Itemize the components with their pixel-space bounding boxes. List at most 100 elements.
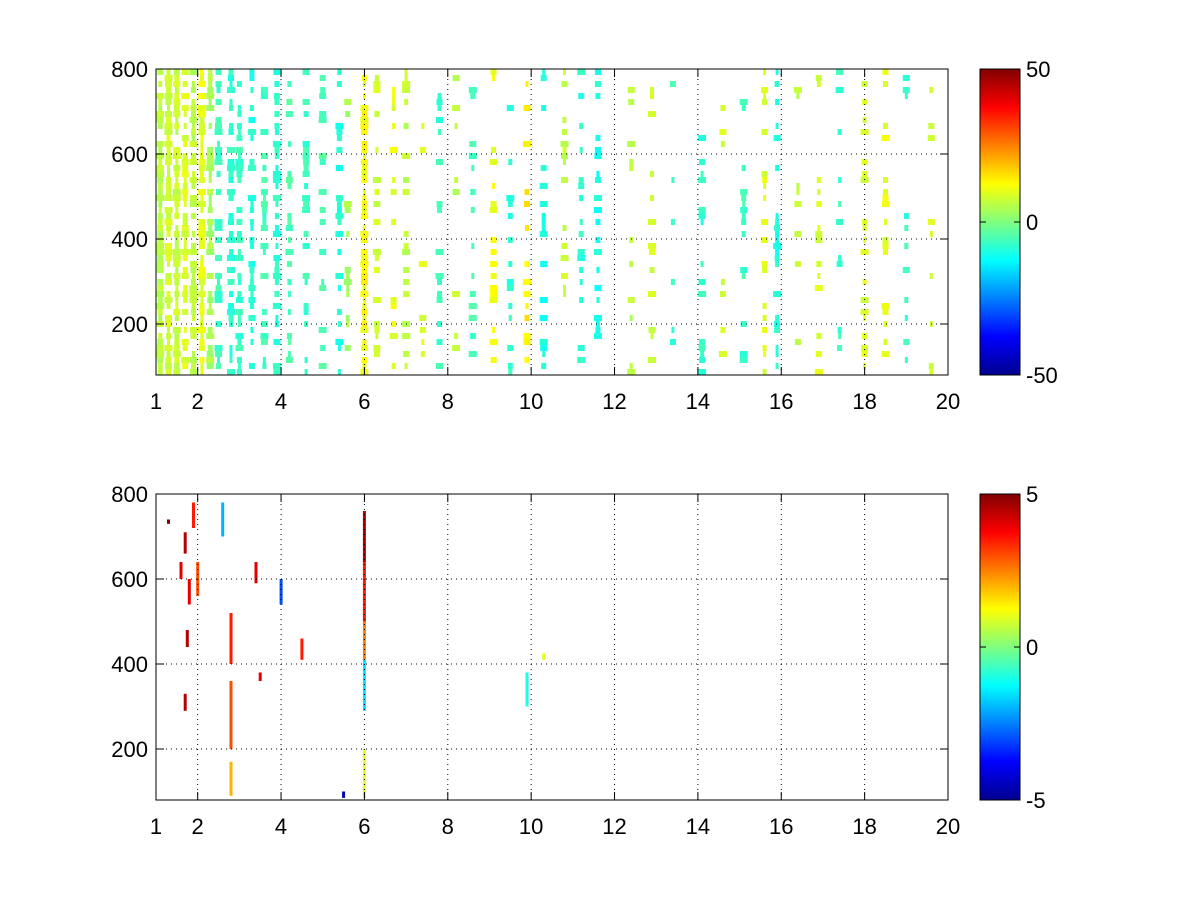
top-heatmap-cell-4-6 bbox=[190, 105, 197, 111]
bottom-heatmap-streak-19 bbox=[362, 621, 366, 660]
top-heatmap-cell-24-1 bbox=[452, 75, 460, 81]
top-heatmap-cell-36-47 bbox=[700, 351, 705, 357]
top-heatmap-cell-2-27 bbox=[173, 231, 180, 237]
top-heatmap-cell-18-36 bbox=[362, 285, 367, 291]
top-heatmap-cell-4-8 bbox=[189, 117, 198, 123]
top-heatmap-cell-40-46 bbox=[775, 345, 779, 351]
top-heatmap-cell-2-6 bbox=[173, 105, 180, 111]
top-heatmap-cell-40-30 bbox=[775, 249, 780, 255]
top-heatmap-cell-12-5 bbox=[274, 99, 280, 105]
top-heatmap-cell-10-38 bbox=[248, 297, 256, 303]
top-heatmap-cell-2-2 bbox=[173, 81, 181, 87]
top-heatmap-cell-35-35 bbox=[670, 279, 675, 285]
top-heatmap-cell-5-8 bbox=[199, 117, 205, 123]
top-heatmap-cell-31-33 bbox=[579, 267, 584, 273]
top-heatmap-cell-0-23 bbox=[158, 207, 162, 213]
top-heatmap-cell-3-25 bbox=[182, 219, 188, 225]
top-heatmap-cell-39-43 bbox=[762, 327, 768, 333]
top-heatmap-cell-26-23 bbox=[489, 207, 498, 213]
top-heatmap-cell-21-18 bbox=[403, 177, 410, 183]
top-heatmap-cell-30-37 bbox=[563, 291, 566, 297]
top-heatmap-cell-21-3 bbox=[402, 87, 411, 93]
top-heatmap-cell-8-47 bbox=[229, 351, 233, 357]
top-heatmap-cell-4-3 bbox=[191, 87, 196, 93]
top-heatmap-cell-38-5 bbox=[739, 99, 748, 105]
top-heatmap-cell-11-18 bbox=[261, 177, 268, 183]
top-heatmap-cell-9-31 bbox=[235, 255, 244, 261]
top-heatmap-cell-5-49 bbox=[200, 363, 204, 369]
bottom-y-tick-label-2: 600 bbox=[111, 567, 148, 592]
top-heatmap-cell-18-34 bbox=[360, 273, 368, 279]
top-heatmap-cell-19-47 bbox=[373, 351, 380, 357]
top-heatmap-cell-6-18 bbox=[208, 177, 212, 183]
top-heatmap-cell-7-35 bbox=[217, 279, 220, 285]
top-heatmap-cell-11-49 bbox=[262, 363, 267, 369]
top-heatmap-cell-4-33 bbox=[190, 267, 197, 273]
top-heatmap-cell-29-22 bbox=[539, 201, 548, 207]
top-heatmap-cell-0-5 bbox=[158, 99, 163, 105]
top-heatmap-cell-26-0 bbox=[490, 69, 497, 75]
top-heatmap-cell-12-34 bbox=[272, 273, 281, 279]
bottom-heatmap-streak-8 bbox=[221, 502, 225, 537]
bottom-x-tick-label-4: 8 bbox=[442, 814, 454, 839]
top-heatmap-cell-1-44 bbox=[166, 333, 171, 339]
top-heatmap-cell-4-43 bbox=[190, 327, 197, 333]
top-heatmap-cell-40-29 bbox=[773, 243, 782, 249]
top-heatmap-cell-11-22 bbox=[260, 201, 268, 207]
top-heatmap-cell-6-40 bbox=[206, 309, 214, 315]
top-heatmap-cell-20-4 bbox=[392, 93, 396, 99]
top-heatmap-cell-47-3 bbox=[929, 87, 934, 93]
top-heatmap-cell-7-42 bbox=[215, 321, 222, 327]
top-heatmap-cell-17-42 bbox=[346, 321, 350, 327]
top-heatmap-cell-9-27 bbox=[236, 231, 242, 237]
top-heatmap-cell-35-18 bbox=[671, 177, 675, 183]
top-heatmap-cell-20-42 bbox=[391, 321, 397, 327]
top-heatmap-cell-14-19 bbox=[304, 183, 309, 189]
top-heatmap-cell-10-16 bbox=[247, 165, 256, 171]
top-heatmap-cell-25-16 bbox=[471, 165, 475, 171]
top-heatmap-cell-14-27 bbox=[303, 231, 309, 237]
top-heatmap-cell-17-46 bbox=[344, 345, 351, 351]
top-heatmap-cell-7-13 bbox=[215, 147, 222, 153]
top-heatmap-cell-44-30 bbox=[860, 249, 869, 255]
top-heatmap-cell-42-2 bbox=[816, 81, 821, 87]
top-heatmap-cell-37-12 bbox=[720, 141, 725, 147]
top-heatmap-cell-12-21 bbox=[272, 195, 281, 201]
top-heatmap-cell-4-0 bbox=[189, 69, 198, 75]
top-heatmap-cell-41-20 bbox=[796, 189, 800, 195]
top-heatmap-cell-1-21 bbox=[164, 195, 173, 201]
top-heatmap-cell-19-38 bbox=[372, 297, 381, 303]
top-heatmap-cell-27-35 bbox=[506, 279, 514, 285]
top-heatmap-cell-13-25 bbox=[287, 219, 292, 225]
top-heatmap-cell-8-28 bbox=[227, 237, 235, 243]
bottom-heatmap-streak-15 bbox=[300, 638, 304, 660]
top-heatmap-cell-20-9 bbox=[392, 123, 396, 129]
top-heatmap-cell-2-13 bbox=[173, 147, 181, 153]
top-heatmap-cell-7-20 bbox=[216, 189, 221, 195]
top-heatmap-cell-8-2 bbox=[229, 81, 233, 87]
top-heatmap-cell-43-3 bbox=[835, 87, 844, 93]
top-heatmap-cell-10-6 bbox=[249, 105, 254, 111]
top-heatmap-cell-27-15 bbox=[508, 159, 513, 165]
top-heatmap-cell-7-25 bbox=[214, 219, 223, 225]
top-heatmap-cell-6-1 bbox=[207, 75, 213, 81]
top-heatmap-cell-1-38 bbox=[164, 297, 173, 303]
top-heatmap-cell-3-17 bbox=[181, 171, 189, 177]
top-heatmap-cell-5-26 bbox=[198, 225, 206, 231]
top-heatmap-cell-6-48 bbox=[206, 357, 215, 363]
top-heatmap-cell-0-22 bbox=[158, 201, 163, 207]
top-heatmap-cell-33-32 bbox=[629, 261, 634, 267]
top-heatmap-cell-6-25 bbox=[207, 219, 214, 225]
top-heatmap-cell-4-44 bbox=[190, 333, 197, 339]
top-heatmap-cell-1-39 bbox=[166, 303, 171, 309]
top-heatmap-cell-23-35 bbox=[437, 279, 442, 285]
top-heatmap-cell-28-44 bbox=[523, 333, 531, 339]
top-heatmap-cell-16-23 bbox=[336, 207, 342, 213]
top-heatmap-cell-34-17 bbox=[650, 171, 654, 177]
top-heatmap-cell-38-21 bbox=[741, 195, 747, 201]
top-heatmap-cell-10-25 bbox=[249, 219, 254, 225]
top-heatmap-cell-35-25 bbox=[670, 219, 675, 225]
top-heatmap-cell-27-22 bbox=[507, 201, 513, 207]
top-heatmap-cell-18-14 bbox=[362, 153, 366, 159]
top-heatmap-cell-2-3 bbox=[174, 87, 179, 93]
